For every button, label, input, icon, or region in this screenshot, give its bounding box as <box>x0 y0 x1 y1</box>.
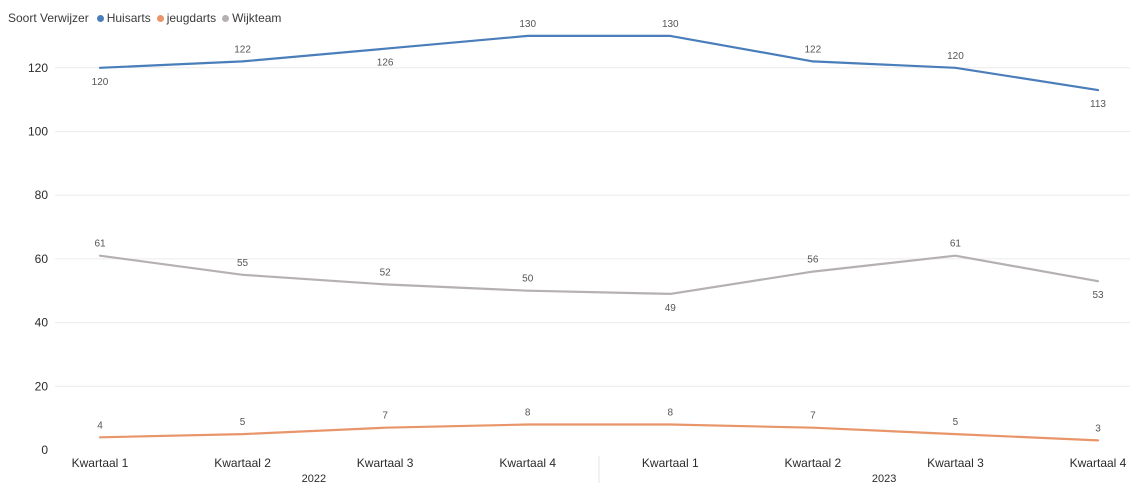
x-tick-label: Kwartaal 2 <box>214 456 271 470</box>
y-tick-label: 60 <box>35 252 49 266</box>
data-label-wijkteam: 61 <box>950 239 962 250</box>
legend-marker-huisarts <box>96 14 104 22</box>
legend-marker-jeugdarts <box>156 14 164 22</box>
data-label-jeugdarts: 4 <box>97 420 103 431</box>
legend-title: Soort Verwijzer <box>8 11 89 25</box>
data-label-jeugdarts: 8 <box>525 408 531 419</box>
x-tick-label: Kwartaal 2 <box>785 456 842 470</box>
data-label-wijkteam: 55 <box>237 258 249 269</box>
x-group-label: 2022 <box>302 473 326 483</box>
legend-item-huisarts[interactable]: Huisarts <box>96 11 151 25</box>
x-tick-label: Kwartaal 4 <box>499 456 556 470</box>
legend-item-jeugdarts[interactable]: jeugdarts <box>156 11 217 25</box>
series-lines <box>98 34 1100 442</box>
y-tick-label: 100 <box>28 124 48 138</box>
data-label-wijkteam: 52 <box>380 267 392 278</box>
data-label-jeugdarts: 7 <box>382 411 388 422</box>
data-label-huisarts: 126 <box>377 58 394 69</box>
x-tick-label: Kwartaal 1 <box>642 456 699 470</box>
y-tick-label: 120 <box>28 61 48 75</box>
data-label-wijkteam: 56 <box>807 255 819 266</box>
data-label-jeugdarts: 3 <box>1095 423 1101 434</box>
data-label-jeugdarts: 5 <box>953 417 959 428</box>
data-label-huisarts: 122 <box>234 44 251 55</box>
legend-label-jeugdarts: jeugdarts <box>166 11 217 25</box>
data-label-wijkteam: 53 <box>1092 290 1104 301</box>
x-group-label: 2023 <box>872 473 896 483</box>
x-tick-label: Kwartaal 3 <box>927 456 984 470</box>
data-label-huisarts: 130 <box>519 19 536 30</box>
data-label-jeugdarts: 5 <box>240 417 246 428</box>
y-tick-label: 0 <box>41 443 48 457</box>
data-label-wijkteam: 50 <box>522 274 534 285</box>
y-tick-label: 80 <box>35 188 49 202</box>
x-tick-label: Kwartaal 3 <box>357 456 414 470</box>
legend-marker-wijkteam <box>222 14 230 22</box>
legend-label-wijkteam: Wijkteam <box>232 11 282 25</box>
data-label-huisarts: 120 <box>947 51 964 62</box>
data-label-huisarts: 113 <box>1090 99 1106 110</box>
legend: Soort Verwijzer Huisarts jeugdarts Wijkt… <box>8 9 283 27</box>
legend-item-wijkteam[interactable]: Wijkteam <box>222 11 281 25</box>
x-tick-label: Kwartaal 4 <box>1070 456 1127 470</box>
series-line-jeugdarts[interactable] <box>98 423 1100 442</box>
legend-label-huisarts: Huisarts <box>106 11 151 25</box>
data-label-wijkteam: 49 <box>665 303 677 314</box>
data-label-jeugdarts: 8 <box>668 408 674 419</box>
x-tick-label: Kwartaal 1 <box>72 456 129 470</box>
series-line-wijkteam[interactable] <box>98 254 1100 295</box>
data-label-huisarts: 122 <box>805 44 822 55</box>
y-tick-label: 40 <box>35 316 49 330</box>
axes: 0 20 40 60 80 100 120 Kwartaal 1 Kwartaal 2 Kwart… <box>28 61 1127 483</box>
data-label-huisarts: 130 <box>662 19 679 30</box>
data-label-jeugdarts: 7 <box>810 411 816 422</box>
gridlines <box>55 67 1130 387</box>
series-line-huisarts[interactable] <box>98 34 1100 92</box>
data-label-wijkteam: 61 <box>94 239 106 250</box>
data-label-huisarts: 120 <box>92 77 109 88</box>
y-tick-label: 20 <box>35 379 49 393</box>
